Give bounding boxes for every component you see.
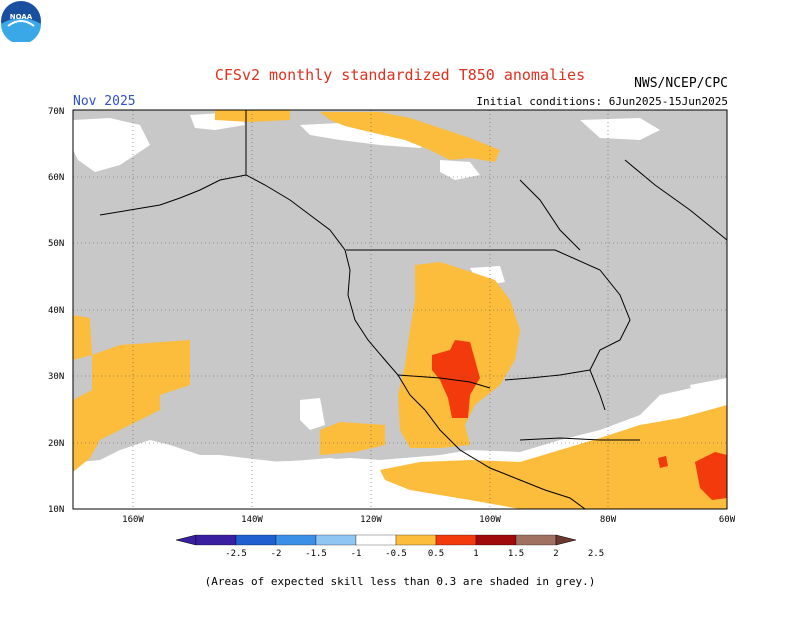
colorbar-tick-label: 1.5 [508,549,524,559]
lat-label: 70N [48,107,64,117]
lon-label: 100W [479,515,501,525]
colorbar-swatch [435,534,477,546]
colorbar-swatch [395,534,437,546]
grid [73,110,727,509]
colorbar-arrow-high [555,534,577,546]
colorbar-swatch [275,534,317,546]
noaa-logo: NOAA [1,1,41,44]
colorbar-swatch [515,534,557,546]
forecast-month: Nov 2025 [73,94,136,109]
colorbar-tick-label: -0.5 [385,549,407,559]
colorbar-tick-label: -1 [351,549,362,559]
colorbar-swatch [195,534,237,546]
colorbar-tick-label: 0.5 [428,549,444,559]
colorbar-swatch [315,534,357,546]
map-title: CFSv2 monthly standardized T850 anomalie… [214,66,586,84]
skill-footnote: (Areas of expected skill less than 0.3 a… [204,575,596,588]
colorbar: -2.5 -2 -1.5 -1 -0.5 0.5 1 1.5 2 2.5 [175,534,604,559]
lon-label: 140W [241,515,263,525]
colorbar-tick-label: 2.5 [588,549,604,559]
colorbar-arrow-low [175,534,197,546]
lon-label: 120W [360,515,382,525]
colorbar-swatch [235,534,277,546]
colorbar-tick-label: 1 [473,549,478,559]
colorbar-tick-label: 2 [553,549,558,559]
colorbar-tick-label: -1.5 [305,549,327,559]
lat-label: 60N [48,173,64,183]
colorbar-tick-label: -2 [271,549,282,559]
neutral-region [73,112,727,509]
lon-label: 60W [719,515,736,525]
coastlines [99,110,728,510]
colorbar-swatch [475,534,517,546]
strong-anomaly-region [432,340,727,500]
lat-label: 10N [48,505,64,515]
initial-conditions: Initial conditions: 6Jun2025-15Jun2025 [476,95,728,108]
lat-label: 20N [48,439,64,449]
lon-label: 160W [122,515,144,525]
agency-label: NWS/NCEP/CPC [634,76,728,91]
noaa-logo-text: NOAA [10,13,33,21]
lat-label: 40N [48,306,64,316]
lat-label: 30N [48,372,64,382]
colorbar-swatch [355,534,397,546]
lon-label: 80W [600,515,617,525]
lat-label: 50N [48,239,64,249]
colorbar-tick-label: -2.5 [225,549,247,559]
